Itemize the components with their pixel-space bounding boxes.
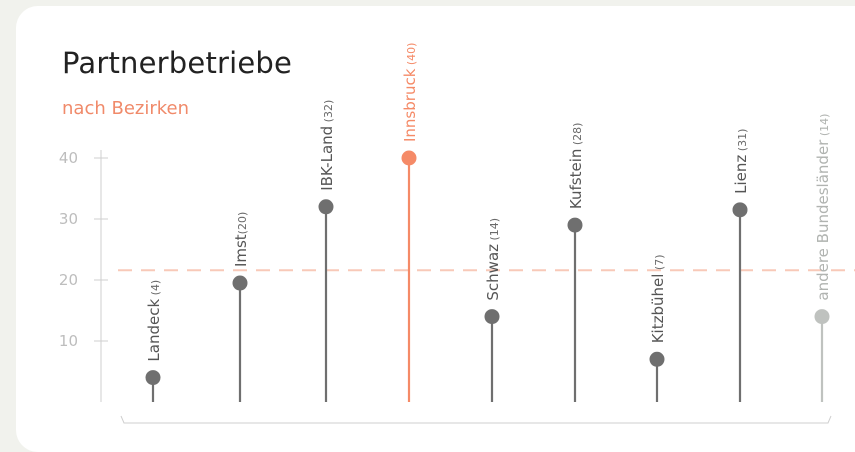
label-lienz: Lienz (31) [732, 129, 750, 194]
point-kitzb-hel [649, 351, 665, 367]
point-imst [232, 275, 248, 291]
label-kufstein: Kufstein (28) [567, 123, 585, 210]
x-axis-bracket [120, 415, 832, 424]
label-landeck: Landeck (4) [145, 280, 163, 362]
label-andere-bundesl-nder: andere Bundesländer (14) [814, 114, 832, 301]
chart-title: Partnerbetriebe [62, 46, 293, 80]
chart-subtitle: nach Bezirken [62, 98, 190, 119]
point-kufstein [567, 217, 583, 233]
label-imst: Imst(20) [232, 212, 250, 267]
y-tick-label-30: 30 [59, 210, 78, 228]
label-schwaz: Schwaz (14) [484, 218, 502, 301]
point-ibk-land [318, 199, 334, 215]
point-landeck [145, 370, 161, 386]
point-andere-bundesl-nder [814, 309, 830, 325]
point-innsbruck [401, 150, 417, 166]
label-innsbruck: Innsbruck (40) [401, 43, 419, 142]
y-tick-label-20: 20 [59, 271, 78, 289]
point-lienz [732, 202, 748, 218]
label-kitzb-hel: Kitzbühel (7) [649, 255, 667, 344]
point-schwaz [484, 309, 500, 325]
label-ibk-land: IBK-Land (32) [318, 100, 336, 191]
y-tick-label-40: 40 [59, 149, 78, 167]
y-tick-label-10: 10 [59, 332, 78, 350]
